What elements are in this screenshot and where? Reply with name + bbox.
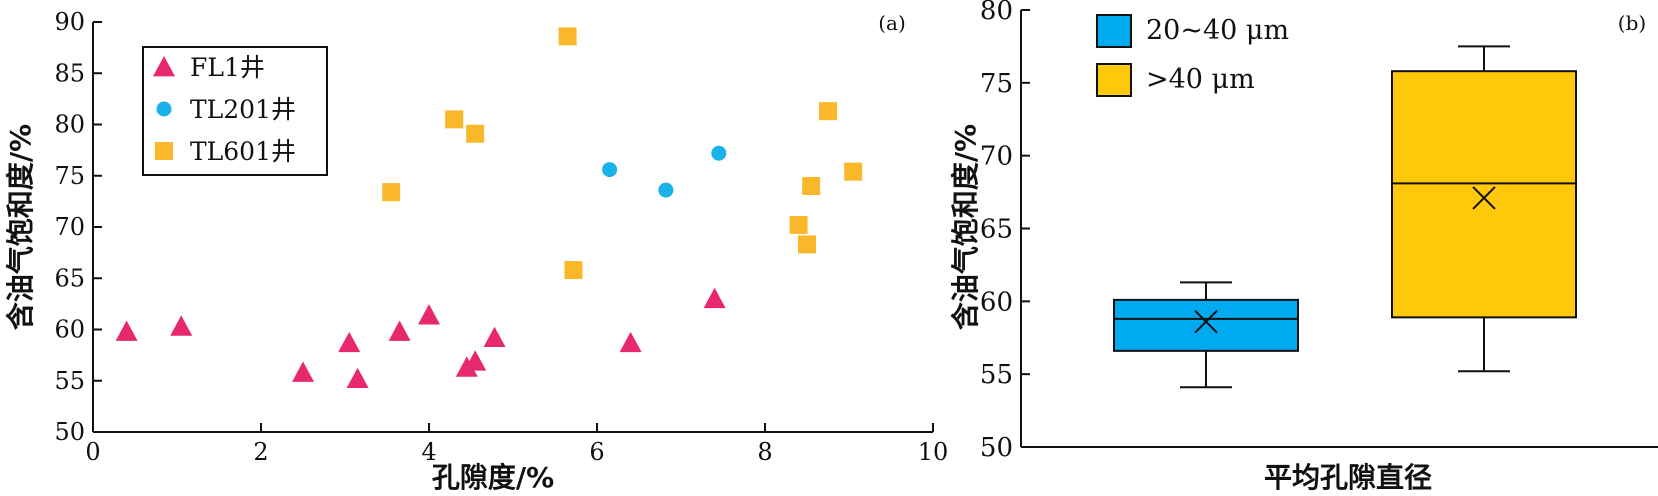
- scatter-point-triangle: [483, 326, 506, 348]
- scatter-point-triangle: [464, 350, 487, 371]
- y-tick-label: 55: [54, 367, 85, 395]
- y-tick-label: 65: [980, 215, 1013, 245]
- scatter-panel-label: (a): [878, 11, 906, 35]
- box-iqr: [1113, 298, 1299, 352]
- scatter-point-square: [844, 162, 863, 181]
- legend-swatch: [1096, 63, 1132, 97]
- scatter-ticks: 0 2 4 6 8 10 50 55 60 65 70 75 80 85 90: [54, 8, 948, 466]
- scatter-x-label: 孔隙度/%: [432, 461, 554, 494]
- y-tick-label: 60: [980, 287, 1013, 317]
- legend-triangle-marker: [153, 56, 175, 77]
- y-tick-label: 65: [54, 264, 85, 292]
- scatter-point-square: [802, 177, 821, 195]
- y-tick-label: 85: [54, 59, 85, 87]
- box-plots: [1113, 45, 1577, 389]
- box-mean-mark: [1472, 186, 1496, 210]
- scatter-point-square: [789, 215, 808, 234]
- y-tick-label: 60: [54, 316, 85, 344]
- box-ticks: 50 55 60 65 70 75 80: [980, 0, 1030, 463]
- legend-label: TL601井: [190, 137, 296, 166]
- scatter-legend: FL1井 TL201井 TL601井: [142, 46, 328, 176]
- scatter-y-label: 含油气饱和度/%: [4, 124, 37, 330]
- y-tick-label: 70: [980, 142, 1013, 172]
- scatter-points: [115, 27, 863, 389]
- scatter-point-square: [445, 110, 464, 129]
- box-panel-label: (b): [1618, 11, 1646, 35]
- x-tick-label: 10: [918, 438, 949, 466]
- x-tick-label: 8: [757, 438, 772, 466]
- y-tick-label: 50: [54, 418, 85, 446]
- scatter-point-triangle: [346, 367, 369, 389]
- legend-circle-marker: [156, 101, 172, 117]
- x-tick-label: 4: [421, 438, 436, 466]
- scatter-point-circle: [658, 182, 674, 198]
- scatter-point-square: [798, 235, 816, 254]
- scatter-point-triangle: [338, 331, 361, 353]
- scatter-point-triangle: [619, 331, 642, 353]
- box-panel: 50 55 60 65 70 75 80 (b) 平均孔隙直径 含油气饱和度/% 20~40…: [949, 0, 1658, 494]
- scatter-point-triangle: [292, 361, 314, 382]
- scatter-point-circle: [711, 145, 727, 161]
- scatter-point-square: [558, 27, 577, 46]
- y-tick-label: 75: [54, 162, 85, 190]
- box-group: [1113, 281, 1299, 389]
- scatter-point-triangle: [703, 287, 726, 309]
- scatter-point-triangle: [388, 320, 411, 341]
- legend-swatch: [1096, 14, 1132, 48]
- box-iqr: [1391, 70, 1577, 319]
- legend-label: TL201井: [190, 95, 296, 124]
- y-tick-label: 80: [980, 0, 1013, 26]
- x-tick-label: 2: [253, 438, 268, 466]
- y-tick-label: 55: [980, 360, 1013, 390]
- scatter-point-triangle: [418, 304, 440, 325]
- scatter-point-triangle: [170, 315, 193, 336]
- box-group: [1391, 45, 1577, 373]
- scatter-point-triangle: [115, 320, 138, 341]
- box-x-label: 平均孔隙直径: [1264, 461, 1432, 494]
- y-tick-label: 90: [54, 8, 85, 36]
- scatter-point-square: [382, 183, 401, 202]
- legend-square-marker: [155, 142, 173, 160]
- scatter-legend-box: [142, 46, 328, 176]
- x-tick-label: 6: [589, 438, 604, 466]
- box-y-label: 含油气饱和度/%: [949, 124, 982, 330]
- scatter-point-square: [466, 124, 485, 143]
- y-tick-label: 80: [54, 111, 85, 139]
- legend-label: FL1井: [190, 53, 265, 82]
- legend-label: >40 μm: [1146, 64, 1255, 95]
- y-tick-label: 75: [980, 69, 1013, 99]
- x-tick-label: 0: [85, 438, 100, 466]
- y-tick-label: 50: [980, 433, 1013, 463]
- scatter-point-square: [564, 261, 583, 280]
- y-tick-label: 70: [54, 213, 85, 241]
- scatter-point-square: [819, 102, 837, 121]
- legend-label: 20~40 μm: [1146, 15, 1289, 46]
- scatter-panel: 0 2 4 6 8 10 50 55 60 65 70 75 80 85 90 (a) 孔隙度/% 含油气饱…: [4, 8, 948, 494]
- box-mean-mark: [1194, 310, 1218, 334]
- box-legend: 20~40 μm >40 μm: [1096, 14, 1289, 97]
- scatter-point-circle: [602, 162, 618, 178]
